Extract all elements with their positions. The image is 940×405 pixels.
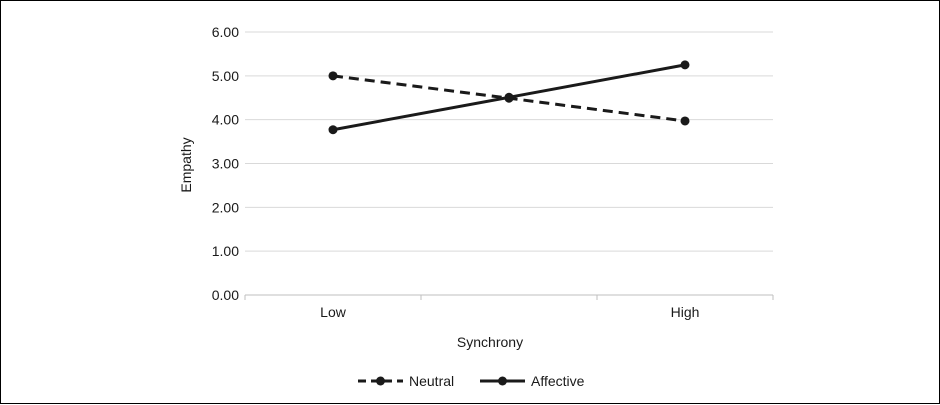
y-axis-ticks: 0.00 1.00 2.00 3.00 4.00 5.00 6.00: [212, 24, 239, 303]
x-tick-label: High: [671, 304, 700, 320]
y-tick-label: 2.00: [212, 199, 239, 215]
legend-marker: [376, 376, 385, 386]
y-tick-label: 4.00: [212, 112, 239, 128]
legend: Neutral Affective: [358, 373, 585, 389]
series-affective: [328, 60, 690, 135]
data-point: [328, 71, 338, 81]
y-tick-label: 5.00: [212, 68, 239, 84]
x-axis: Low High: [244, 294, 774, 320]
legend-label: Neutral: [409, 373, 454, 389]
x-axis-title: Synchrony: [457, 334, 523, 350]
legend-marker: [498, 376, 507, 386]
legend-item-neutral: Neutral: [358, 373, 454, 389]
legend-label: Affective: [531, 373, 585, 389]
y-tick-label: 6.00: [212, 24, 239, 40]
y-tick-label: 3.00: [212, 156, 239, 172]
x-tick-label: Low: [320, 304, 347, 320]
data-point: [680, 116, 690, 126]
legend-item-affective: Affective: [480, 373, 585, 389]
data-point: [328, 125, 338, 135]
y-tick-label: 1.00: [212, 243, 239, 259]
y-tick-label: 0.00: [212, 287, 239, 303]
data-point: [504, 92, 514, 102]
data-point: [680, 60, 690, 70]
series-lines: [328, 60, 690, 135]
y-axis-title: Empathy: [178, 137, 194, 192]
gridlines: [245, 31, 773, 252]
